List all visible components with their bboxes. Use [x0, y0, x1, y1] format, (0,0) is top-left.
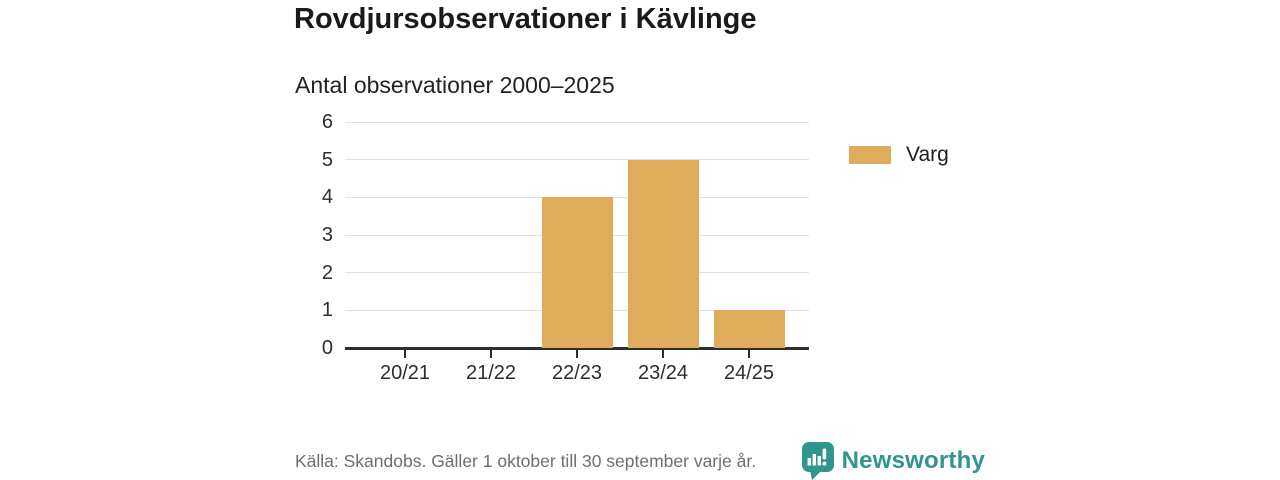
gridline-y4	[345, 196, 809, 198]
x-axis-tick	[576, 349, 578, 358]
bar-23/24	[627, 159, 699, 348]
newsworthy-logo: Newsworthy	[801, 442, 985, 480]
y-axis-tick-label: 3	[321, 224, 333, 246]
x-axis-tick-label: 20/21	[379, 362, 431, 384]
x-axis-tick	[662, 349, 664, 358]
source-note: Källa: Skandobs. Gäller 1 oktober till 3…	[295, 450, 757, 471]
x-axis-tick	[404, 349, 406, 358]
y-axis-tick-label: 5	[321, 148, 333, 171]
chart-footer: Källa: Skandobs. Gäller 1 oktober till 3…	[295, 441, 985, 480]
x-axis-tick	[748, 349, 750, 358]
x-axis-tick	[490, 349, 492, 358]
x-axis-tick-label: 22/23	[551, 362, 603, 384]
chart-title: Rovdjursobservationer i Kävlinge	[294, 3, 757, 35]
x-axis-tick-label: 24/25	[723, 362, 775, 384]
bar-22/23	[541, 197, 613, 348]
chart-legend: Varg	[849, 143, 949, 167]
y-axis-tick-label: 2	[321, 261, 333, 284]
y-axis-tick-label: 0	[321, 337, 333, 359]
x-axis-tick-label: 23/24	[637, 362, 689, 384]
newsworthy-wordmark: Newsworthy	[841, 447, 985, 474]
y-axis-tick-label: 1	[321, 299, 333, 322]
y-axis-tick-label: 6	[321, 111, 333, 133]
gridline-y6	[345, 121, 809, 123]
x-axis-tick-label: 21/22	[465, 362, 517, 384]
bar-24/25	[713, 310, 785, 348]
x-axis-line	[345, 347, 809, 350]
gridline-y5	[345, 159, 809, 161]
chart-subtitle: Antal observationer 2000–2025	[295, 72, 615, 98]
legend-swatch-varg	[849, 146, 891, 164]
newsworthy-speech-bubble-chart-icon	[801, 442, 834, 480]
legend-label-varg: Varg	[906, 143, 949, 166]
y-axis-tick-label: 4	[321, 186, 333, 209]
bar-chart-plot-area: 0 1 2 3 4 5 6 20/21 21/22 22/23 23/24 24/25	[322, 112, 809, 384]
